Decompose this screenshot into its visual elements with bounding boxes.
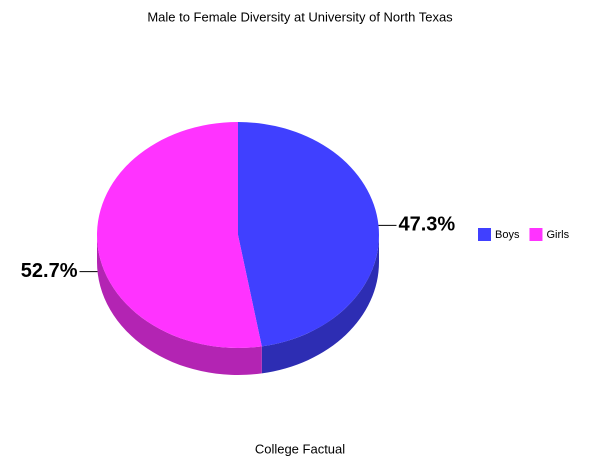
chart-title: Male to Female Diversity at University o…	[147, 9, 453, 24]
slice	[96, 121, 262, 349]
chart-source: College Factual	[255, 441, 345, 456]
slice-side	[96, 235, 262, 375]
data-label: 52.7%	[21, 260, 78, 282]
legend-swatch	[529, 228, 543, 241]
data-label: 47.3%	[398, 214, 455, 236]
slice-side	[261, 235, 379, 374]
legend-label: Boys	[495, 229, 520, 241]
legend-label: Girls	[546, 229, 569, 241]
legend-swatch	[478, 228, 491, 241]
slice	[238, 122, 379, 347]
